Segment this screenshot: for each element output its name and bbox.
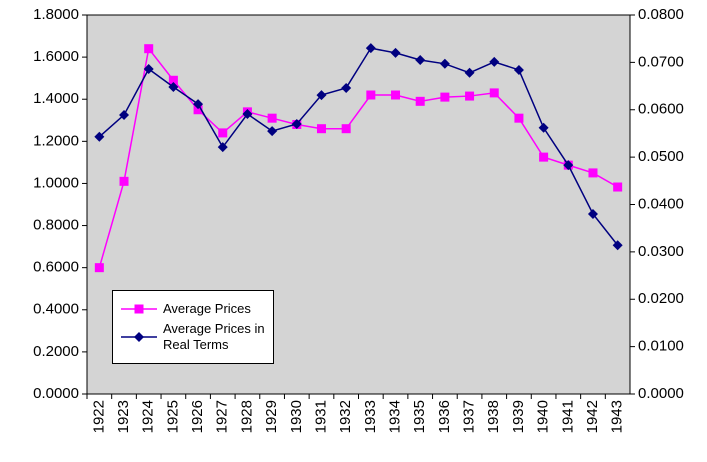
y-tick-label: 0.2000 [33,343,79,360]
marker [440,92,450,102]
marker [134,332,144,342]
marker [513,64,524,75]
marker [168,75,178,85]
marker [489,88,499,98]
marker [193,99,204,110]
marker [613,182,623,192]
x-tick-label: 1927 [214,400,231,433]
y2-tick-label: 0.0800 [638,6,684,23]
y2-tick-label: 0.0000 [638,385,684,402]
marker [291,118,302,129]
y2-tick-label: 0.0500 [638,148,684,165]
marker [612,240,623,251]
x-tick-label: 1936 [436,400,453,433]
y-tick-label: 1.0000 [33,174,79,191]
legend-label: Average Prices in Real Terms [163,321,265,352]
y2-tick-label: 0.0700 [638,53,684,70]
marker [316,124,326,134]
marker [193,105,203,115]
x-tick-label: 1924 [140,400,157,433]
legend-item: Average Prices in Real Terms [121,321,265,353]
legend: Average Prices Average Prices in Real Ter… [112,290,274,364]
x-tick-label: 1941 [559,400,576,433]
marker [415,96,425,106]
x-tick-label: 1942 [584,400,601,433]
x-tick-label: 1922 [90,400,107,433]
y2-tick-label: 0.0400 [638,195,684,212]
x-tick-label: 1938 [485,400,502,433]
marker [464,67,475,78]
y-tick-label: 0.6000 [33,259,79,276]
marker [94,131,105,142]
marker [316,90,327,101]
x-tick-label: 1934 [386,400,403,433]
legend-swatch [121,304,157,314]
x-tick-label: 1932 [337,400,354,433]
x-tick-label: 1940 [535,400,552,433]
marker [538,122,549,133]
marker [391,90,401,100]
marker [218,128,228,138]
y2-tick-label: 0.0600 [638,101,684,118]
marker [465,91,475,101]
marker [587,208,598,219]
y-tick-label: 0.0000 [33,385,79,402]
marker [267,126,278,137]
marker [514,113,524,123]
x-tick-label: 1930 [288,400,305,433]
marker [119,109,130,120]
marker [143,64,154,75]
marker [94,263,104,273]
x-tick-label: 1928 [238,400,255,433]
y-tick-label: 1.6000 [33,48,79,65]
marker [168,82,179,93]
marker [390,47,401,58]
marker [144,44,154,54]
marker [588,168,598,178]
marker [217,142,228,153]
x-tick-label: 1925 [164,400,181,433]
x-tick-label: 1933 [362,400,379,433]
marker [366,90,376,100]
x-tick-label: 1931 [312,400,329,433]
x-tick-label: 1923 [115,400,132,433]
marker [489,56,500,67]
x-tick-label: 1929 [263,400,280,433]
marker [267,113,277,123]
x-tick-label: 1943 [609,400,626,433]
legend-label: Average Prices [163,301,251,316]
x-tick-label: 1939 [510,400,527,433]
y-tick-label: 1.2000 [33,132,79,149]
x-tick-label: 1935 [411,400,428,433]
marker [242,109,253,120]
marker [415,55,426,66]
y-tick-label: 0.8000 [33,217,79,234]
marker [341,82,352,93]
legend-item: Average Prices [121,301,265,317]
marker [563,160,574,171]
marker [341,124,351,134]
series-line [98,47,619,246]
marker [439,58,450,69]
marker [134,304,144,314]
marker [119,176,129,186]
y-tick-label: 1.4000 [33,90,79,107]
x-tick-label: 1926 [189,400,206,433]
y-tick-label: 1.8000 [33,6,79,23]
y2-tick-label: 0.0300 [638,243,684,260]
y-tick-label: 0.4000 [33,301,79,318]
marker [539,152,549,162]
marker [365,43,376,54]
y2-tick-label: 0.0100 [638,338,684,355]
y2-tick-label: 0.0200 [638,290,684,307]
x-tick-label: 1937 [461,400,478,433]
legend-swatch [121,332,157,342]
